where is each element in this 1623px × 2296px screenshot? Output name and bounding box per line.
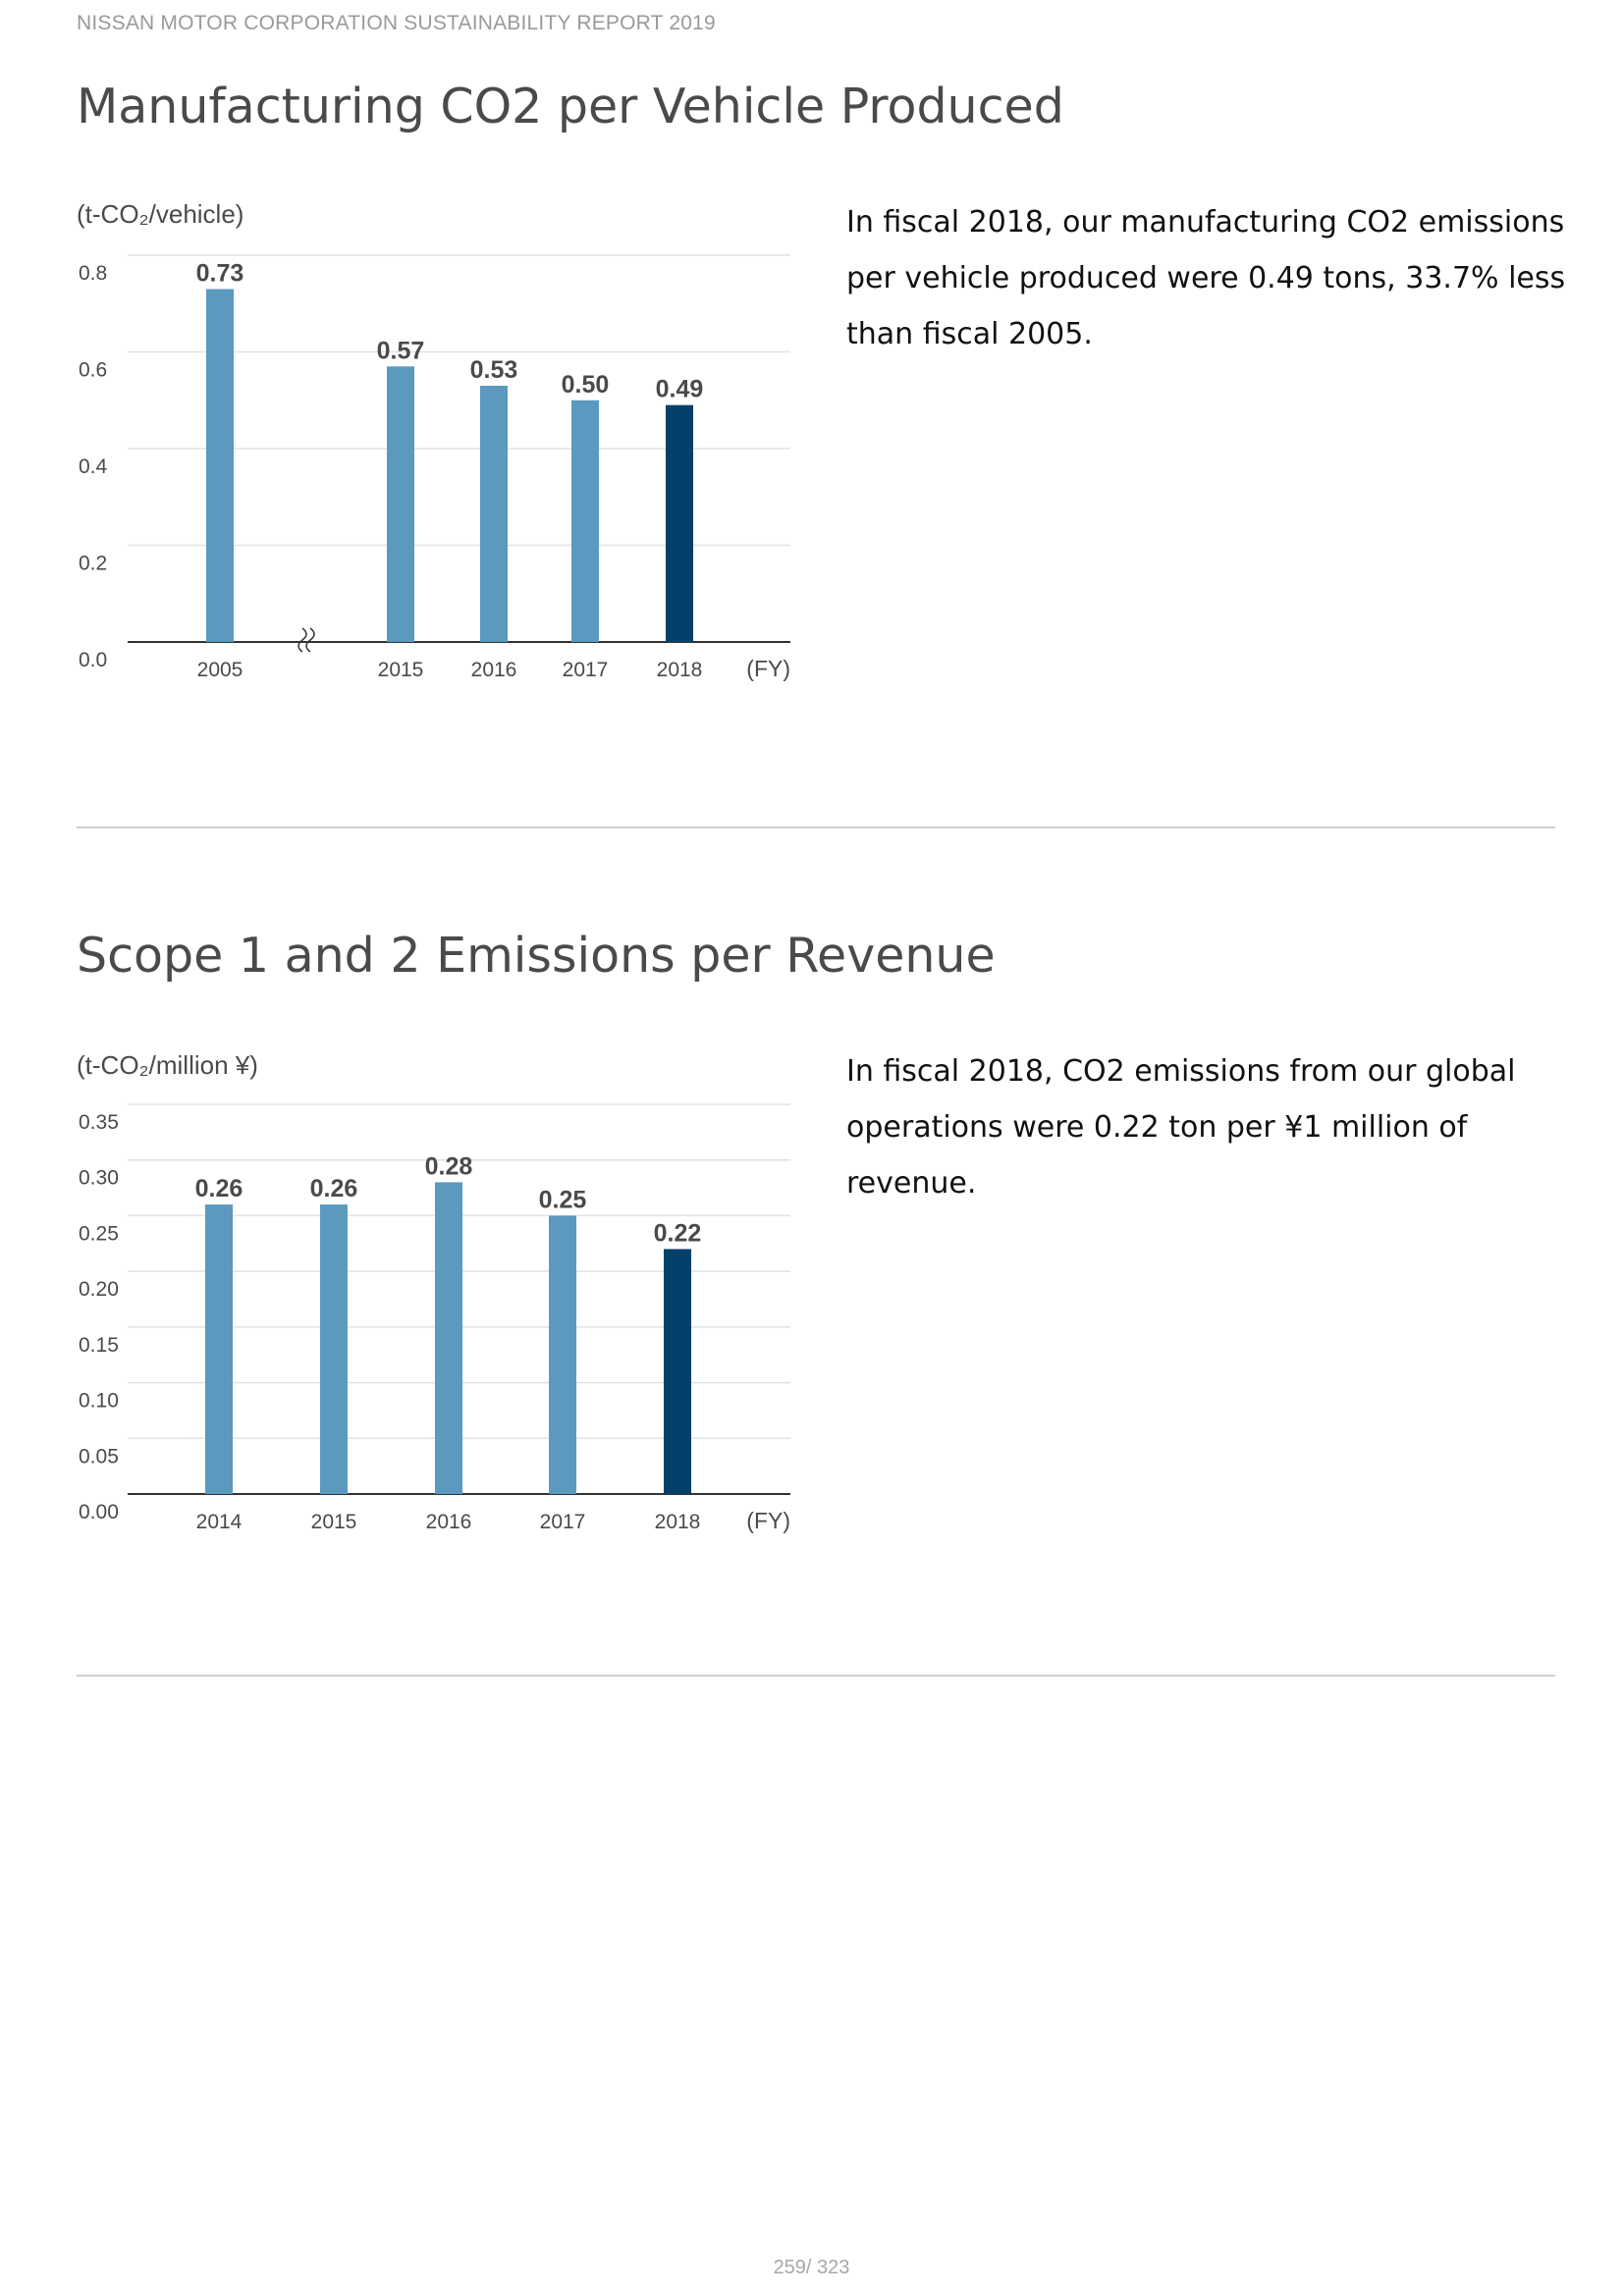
data-label-2018: 0.22	[654, 1219, 702, 1247]
data-label-2016: 0.53	[470, 356, 518, 384]
y-axis-unit-label: (t-CO₂/vehicle)	[77, 199, 243, 229]
y-tick-label: 0.00	[79, 1501, 119, 1523]
x-tick-label-2014: 2014	[196, 1511, 243, 1533]
description-scope-emissions: In fiscal 2018, CO2 emissions from our g…	[846, 1054, 1516, 1201]
data-label-2018: 0.49	[656, 376, 704, 403]
bar-2017	[571, 400, 599, 642]
x-tick-label-2018: 2018	[655, 1511, 701, 1533]
section-divider	[77, 827, 1555, 828]
y-tick-label: 0.0	[79, 649, 107, 671]
data-label-2017: 0.25	[539, 1186, 587, 1213]
x-tick-label-2017: 2017	[563, 659, 609, 681]
x-tick-label-2016: 2016	[471, 659, 517, 681]
x-axis-unit-label: (FY)	[746, 656, 790, 681]
y-tick-label: 0.35	[79, 1111, 119, 1134]
bar-2005	[206, 289, 234, 642]
data-label-2016: 0.28	[425, 1152, 473, 1180]
data-label-2015: 0.57	[377, 337, 425, 364]
y-tick-label: 0.20	[79, 1278, 119, 1301]
section-divider	[77, 1675, 1555, 1677]
y-tick-label: 0.30	[79, 1167, 119, 1190]
data-label-2017: 0.50	[562, 371, 610, 399]
page-number: 259/ 323	[773, 2257, 850, 2278]
section-title-scope-emissions: Scope 1 and 2 Emissions per Revenue	[77, 928, 996, 984]
x-axis-unit-label: (FY)	[746, 1508, 790, 1533]
x-tick-label-2018: 2018	[657, 659, 703, 681]
x-tick-label-2017: 2017	[540, 1511, 586, 1533]
bar-2014	[205, 1204, 233, 1494]
y-tick-label: 0.2	[79, 553, 107, 575]
bar-2017	[549, 1215, 576, 1494]
report-header: NISSAN MOTOR CORPORATION SUSTAINABILITY …	[77, 12, 716, 34]
y-tick-label: 0.4	[79, 455, 108, 478]
bar-2015	[387, 366, 414, 642]
y-tick-label: 0.8	[79, 262, 107, 285]
x-tick-label-2005: 2005	[197, 659, 243, 681]
y-axis-unit-label: (t-CO₂/million ¥)	[77, 1050, 258, 1080]
bar-2018	[664, 1249, 691, 1494]
y-tick-label: 0.15	[79, 1334, 119, 1357]
bar-2016	[480, 385, 508, 642]
bar-2016	[435, 1182, 462, 1494]
x-tick-label-2016: 2016	[426, 1511, 472, 1533]
bar-chart-co2-per-vehicle: (t-CO₂/vehicle) 0.0 0.2 0.4 0.6 0.8 0.73 2005 0.…	[77, 199, 790, 681]
y-tick-label: 0.6	[79, 359, 107, 382]
bar-chart-emissions-per-revenue: (t-CO₂/million ¥) 0.00 0.05 0.10 0.15 0.20 0.2…	[77, 1050, 790, 1533]
x-tick-label-2015: 2015	[311, 1511, 357, 1533]
y-tick-label: 0.10	[79, 1390, 119, 1413]
x-tick-label-2015: 2015	[378, 659, 424, 681]
section-title-manufacturing-co2: Manufacturing CO2 per Vehicle Produced	[77, 79, 1064, 134]
bar-2018	[666, 404, 693, 642]
y-tick-label: 0.05	[79, 1445, 119, 1468]
chart-emissions-per-revenue: (t-CO₂/million ¥) 0.00 0.05 0.10 0.15 0.20 0.2…	[0, 1042, 825, 1553]
chart-co2-per-vehicle: (t-CO₂/vehicle) 0.0 0.2 0.4 0.6 0.8 0.73 2005 0.…	[0, 191, 825, 702]
data-label-2015: 0.26	[310, 1175, 358, 1202]
data-label-2005: 0.73	[196, 259, 244, 287]
description-manufacturing-co2: In fiscal 2018, our manufacturing CO2 em…	[846, 205, 1566, 351]
axis-break-mark	[305, 627, 315, 653]
axis-break-mark	[298, 627, 307, 653]
data-label-2014: 0.26	[195, 1175, 243, 1202]
bar-2015	[320, 1204, 348, 1494]
y-tick-label: 0.25	[79, 1222, 119, 1245]
